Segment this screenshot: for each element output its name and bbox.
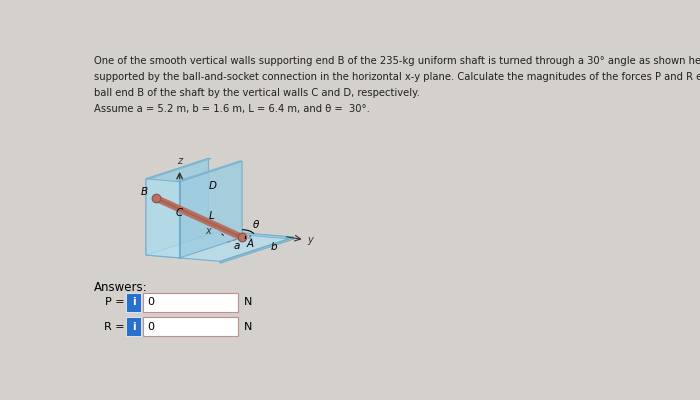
- Polygon shape: [177, 161, 242, 182]
- Polygon shape: [180, 161, 242, 258]
- Text: D: D: [209, 181, 217, 191]
- Text: R =: R =: [104, 322, 125, 332]
- Text: i: i: [132, 322, 135, 332]
- Text: L: L: [209, 211, 215, 221]
- Text: a: a: [233, 241, 239, 251]
- Text: ball end B of the shaft by the vertical walls C and D, respectively.: ball end B of the shaft by the vertical …: [94, 88, 420, 98]
- Text: B: B: [141, 187, 148, 197]
- Text: z: z: [177, 156, 182, 166]
- Text: Answers:: Answers:: [94, 280, 148, 294]
- FancyBboxPatch shape: [126, 317, 141, 336]
- Polygon shape: [220, 231, 293, 239]
- Text: y: y: [307, 235, 313, 245]
- Text: N: N: [244, 322, 252, 332]
- Text: P =: P =: [105, 297, 125, 307]
- Text: i: i: [132, 297, 135, 307]
- Polygon shape: [146, 158, 209, 255]
- Text: 0: 0: [147, 322, 154, 332]
- Text: supported by the ball-and-socket connection in the horizontal x-y plane. Calcula: supported by the ball-and-socket connect…: [94, 72, 700, 82]
- Text: One of the smooth vertical walls supporting end B of the 235-kg uniform shaft is: One of the smooth vertical walls support…: [94, 56, 700, 66]
- Text: $\theta$: $\theta$: [252, 218, 260, 230]
- Text: 0: 0: [147, 297, 154, 307]
- Text: Assume a = 5.2 m, b = 1.6 m, L = 6.4 m, and θ =  30°.: Assume a = 5.2 m, b = 1.6 m, L = 6.4 m, …: [94, 104, 370, 114]
- Text: x: x: [206, 226, 211, 236]
- Text: A: A: [246, 239, 253, 249]
- FancyBboxPatch shape: [144, 292, 238, 312]
- FancyBboxPatch shape: [126, 292, 141, 312]
- Polygon shape: [146, 158, 211, 179]
- Polygon shape: [146, 179, 180, 258]
- FancyBboxPatch shape: [144, 317, 238, 336]
- Polygon shape: [146, 231, 293, 261]
- Text: b: b: [270, 242, 276, 252]
- Text: C: C: [176, 208, 183, 218]
- Polygon shape: [220, 237, 293, 263]
- Text: N: N: [244, 297, 252, 307]
